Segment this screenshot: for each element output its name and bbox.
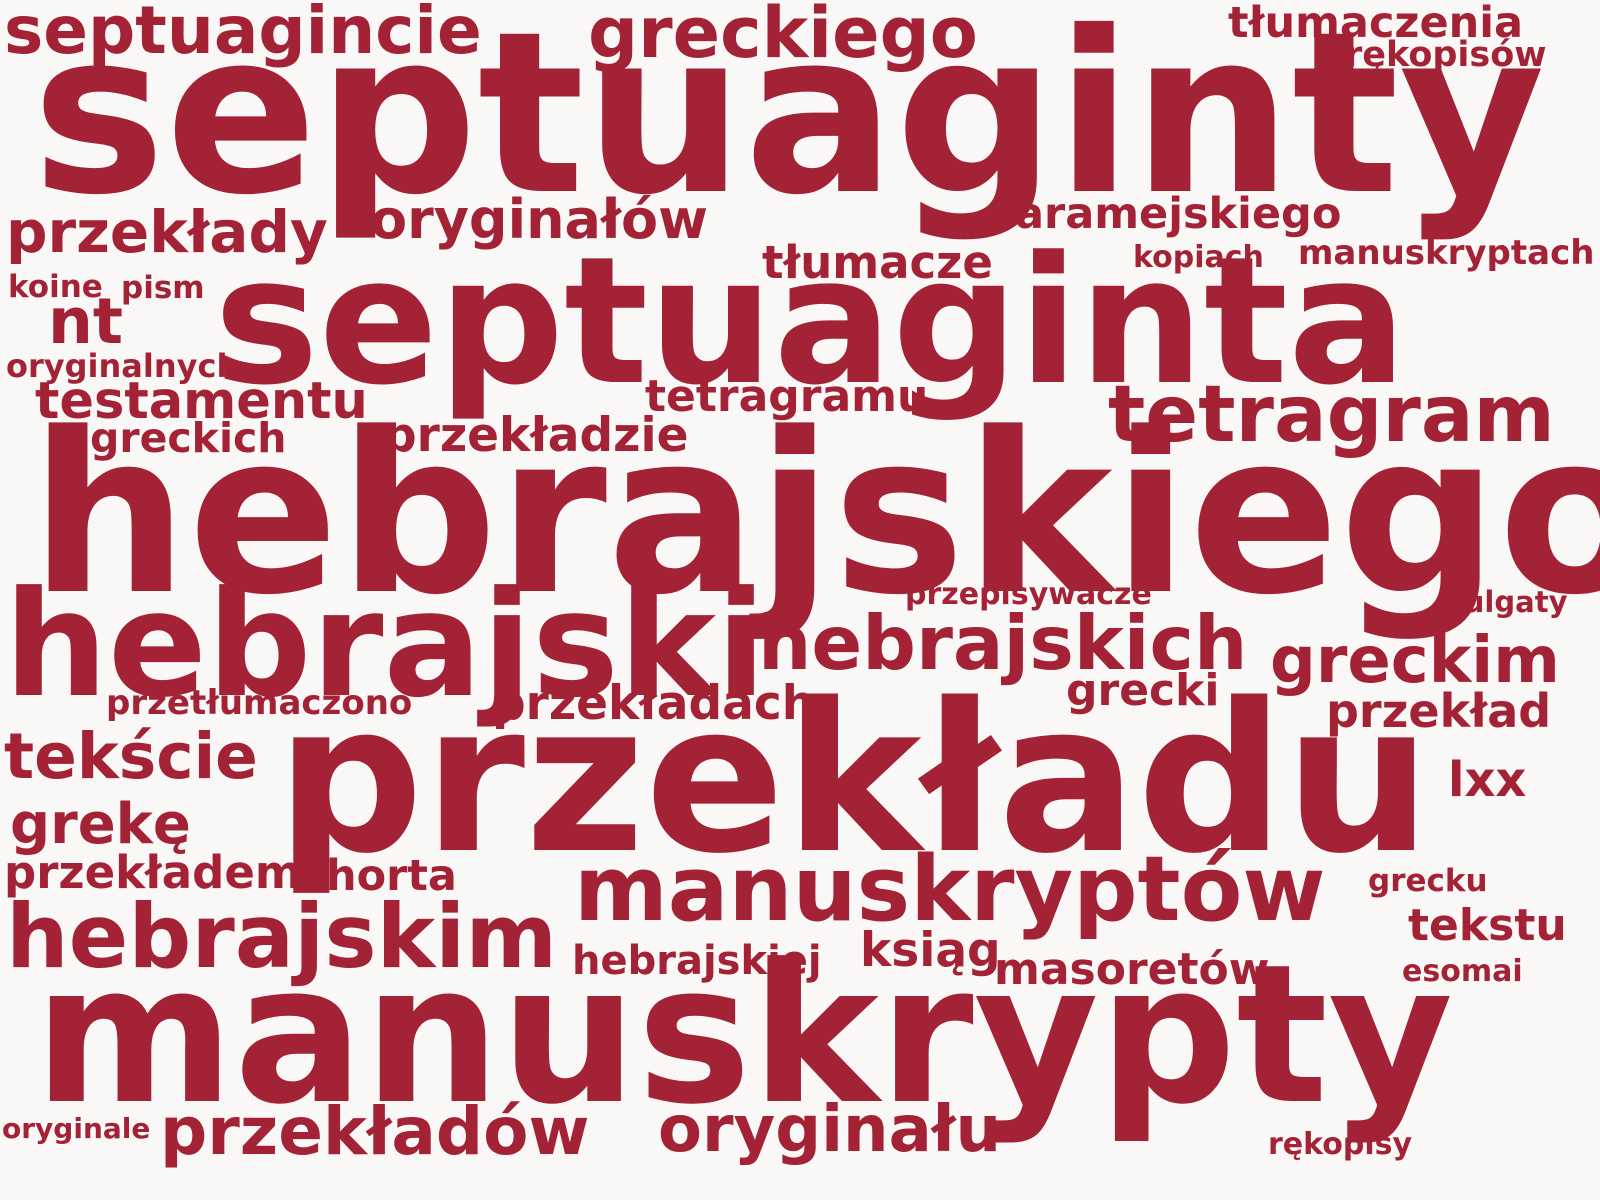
word: lxx bbox=[1448, 752, 1527, 808]
word: greckim bbox=[1270, 624, 1560, 698]
word: septuaginta bbox=[214, 219, 1407, 424]
word: tekstu bbox=[1408, 900, 1567, 951]
word: tekście bbox=[4, 720, 258, 793]
word: esomai bbox=[1402, 954, 1523, 989]
word: przepisywacze bbox=[905, 577, 1152, 612]
word: przetłumaczono bbox=[106, 683, 413, 723]
word: hebrajskim bbox=[6, 885, 558, 988]
word: manuskrypty bbox=[34, 924, 1454, 1147]
word: aramejskiego bbox=[1015, 189, 1342, 239]
word: przekładach bbox=[492, 676, 816, 731]
word: septuaginty bbox=[32, 0, 1545, 244]
word: przekłady bbox=[6, 198, 328, 266]
word: testamentu bbox=[35, 372, 368, 431]
word: przekładem bbox=[4, 846, 302, 899]
word: przekładów bbox=[160, 1093, 590, 1170]
word: septuagincie bbox=[4, 0, 482, 69]
word: manuskryptach bbox=[1298, 233, 1595, 273]
word: tłumaczenia bbox=[1228, 0, 1523, 48]
word: wulgaty bbox=[1437, 585, 1568, 619]
word: grecki bbox=[1066, 665, 1220, 716]
word: ksiąg bbox=[860, 923, 1001, 978]
word: pism bbox=[121, 270, 205, 306]
word: nt bbox=[48, 285, 123, 358]
word: manuskryptów bbox=[574, 837, 1326, 942]
word: horta bbox=[326, 851, 457, 901]
word: hebrajski bbox=[4, 560, 767, 730]
word: rękopisy bbox=[1268, 1127, 1413, 1162]
word: grecku bbox=[1368, 863, 1488, 899]
word: koine bbox=[8, 269, 103, 305]
word: grekę bbox=[10, 792, 191, 857]
word: kopiach bbox=[1133, 240, 1264, 275]
word: rękopisów bbox=[1345, 35, 1547, 75]
word: tłumacze bbox=[762, 236, 993, 289]
word: greckiego bbox=[588, 0, 978, 74]
word: przekład bbox=[1326, 684, 1552, 738]
word: oryginalnych bbox=[6, 347, 240, 385]
word: tetragram bbox=[1108, 370, 1555, 460]
word: hebrajskich bbox=[758, 599, 1248, 687]
word: przekładzie bbox=[383, 408, 689, 463]
word: oryginału bbox=[658, 1093, 1002, 1167]
word: hebrajskiej bbox=[572, 938, 822, 984]
word: hebrajskiego bbox=[30, 386, 1600, 644]
word: przekładu bbox=[276, 659, 1432, 899]
word: masoretów bbox=[994, 944, 1270, 995]
word: tetragramu bbox=[645, 371, 929, 422]
word: oryginałów bbox=[370, 188, 709, 251]
word: oryginale bbox=[2, 1112, 151, 1145]
word: greckich bbox=[90, 414, 287, 462]
